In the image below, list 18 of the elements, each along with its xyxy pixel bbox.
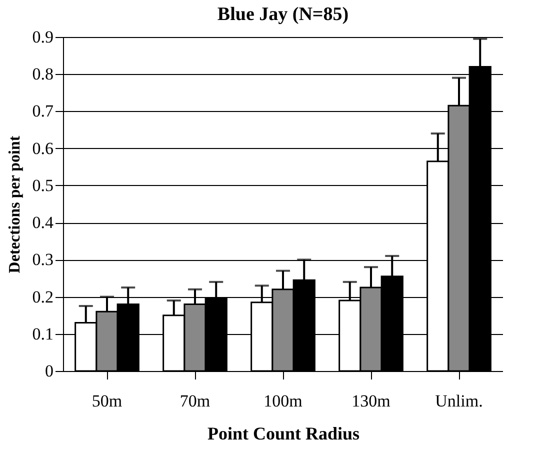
y-tick-label: 0.1	[32, 324, 54, 344]
y-tick-label: 0	[45, 362, 54, 380]
y-tick-label: 0.6	[32, 138, 54, 158]
x-tick-label: Unlim.	[435, 392, 483, 410]
y-tick-label: 0.7	[32, 102, 54, 121]
y-tick-label: 0.9	[32, 28, 54, 46]
x-tick-label: 50m	[92, 392, 122, 410]
y-tick-label: 0.8	[32, 64, 54, 84]
y-tick-label: 0.4	[32, 213, 54, 232]
x-tick-label: 100m	[264, 392, 302, 410]
y-tick-label: 0.5	[32, 176, 54, 195]
y-tick-label: 0.2	[32, 287, 54, 306]
x-tick-label: 70m	[180, 392, 210, 410]
y-tick-label: 0.3	[32, 250, 54, 270]
y-axis-title: Detections per point	[6, 135, 24, 274]
x-axis-title: Point Count Radius	[207, 424, 360, 444]
x-tick-label: 130m	[352, 392, 390, 410]
chart-title: Blue Jay (N=85)	[217, 4, 349, 25]
